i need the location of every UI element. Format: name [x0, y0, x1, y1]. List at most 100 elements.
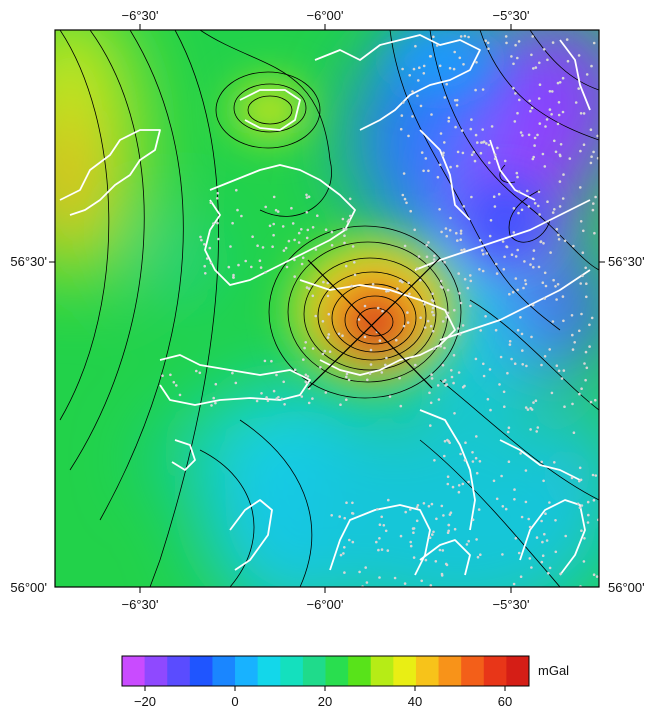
station-dot [520, 332, 524, 336]
bottom-axis-label: −5°30' [493, 597, 530, 612]
station-dot [520, 515, 524, 519]
station-dot [506, 371, 509, 375]
station-dot [407, 281, 411, 285]
colorbar-tick-label: 60 [498, 694, 512, 709]
station-dot [229, 245, 232, 248]
station-dot [513, 362, 517, 366]
station-dot [203, 243, 206, 246]
station-dot [240, 214, 243, 218]
station-dot [578, 506, 582, 510]
station-dot [487, 143, 491, 147]
station-dot [556, 283, 560, 286]
station-dot [488, 368, 492, 371]
station-dot [401, 193, 405, 197]
station-dot [443, 346, 446, 350]
station-dot [439, 279, 443, 283]
station-dot [525, 364, 528, 368]
station-dot [305, 193, 308, 197]
station-dot [590, 155, 593, 158]
station-dot [561, 197, 565, 200]
station-dot [272, 222, 276, 226]
station-dot [348, 538, 351, 542]
station-dot [471, 451, 474, 454]
station-dot [402, 172, 406, 175]
station-dot [429, 324, 433, 328]
station-dot [314, 248, 318, 251]
axis-labels: −6°30' −6°00' −5°30' −6°30' −6°00' −5°30… [10, 8, 644, 612]
station-dot [470, 153, 474, 157]
station-dot [591, 208, 595, 212]
station-dot [403, 582, 407, 585]
station-dot [513, 488, 516, 491]
station-dot [527, 205, 531, 208]
station-dot [414, 44, 417, 48]
station-dot [563, 239, 567, 243]
station-dot [579, 478, 583, 482]
station-dot [486, 397, 490, 401]
station-dot [478, 460, 482, 463]
station-dot [532, 401, 535, 404]
station-dot [434, 560, 438, 563]
station-dot [482, 252, 485, 256]
station-dot [214, 401, 217, 405]
station-dot [301, 256, 305, 260]
station-dot [442, 514, 445, 517]
station-dot [553, 208, 556, 211]
station-dot [210, 404, 213, 407]
station-dot [568, 157, 572, 160]
colorbar-swatch [235, 656, 259, 686]
station-dot [345, 375, 348, 379]
colorbar-swatch [189, 656, 213, 686]
station-dot [548, 90, 552, 93]
station-dot [465, 543, 469, 546]
station-dot [328, 350, 332, 354]
station-dot [535, 536, 539, 539]
station-dot [470, 195, 473, 199]
station-dot [553, 139, 556, 143]
station-dot [528, 525, 532, 529]
station-dot [516, 175, 519, 179]
station-dot [366, 378, 369, 382]
station-dot [485, 252, 489, 255]
station-dot [469, 274, 472, 277]
station-dot [560, 377, 564, 380]
station-dot [545, 118, 549, 121]
station-dot [578, 479, 581, 483]
station-dot [433, 254, 436, 258]
station-dot [533, 136, 537, 140]
station-dot [512, 231, 516, 234]
station-dot [501, 240, 505, 243]
gravity-stations [161, 34, 599, 587]
station-dot [474, 133, 478, 137]
station-dot [450, 375, 454, 379]
station-dot [161, 374, 164, 378]
station-dot [445, 383, 449, 386]
station-dot [363, 335, 367, 339]
station-dot [304, 373, 308, 377]
station-dot [542, 48, 546, 51]
station-dot [495, 272, 499, 275]
station-dot [418, 66, 421, 69]
station-dot [517, 551, 521, 555]
station-dot [385, 290, 388, 293]
station-dot [540, 460, 543, 464]
station-dot [353, 273, 357, 277]
station-dot [440, 572, 444, 576]
station-dot [459, 301, 463, 305]
station-dot [423, 326, 427, 329]
station-dot [514, 537, 518, 540]
station-dot [209, 201, 213, 204]
station-dot [216, 221, 219, 225]
station-dot [311, 294, 315, 298]
station-dot [443, 439, 447, 443]
station-dot [429, 584, 433, 587]
station-dot [447, 529, 451, 533]
station-dot [386, 549, 390, 552]
station-dot [543, 532, 546, 536]
station-dot [452, 353, 456, 357]
station-dot [554, 519, 557, 522]
station-dot [431, 310, 434, 314]
station-dot [572, 431, 576, 435]
station-dot [371, 283, 375, 286]
